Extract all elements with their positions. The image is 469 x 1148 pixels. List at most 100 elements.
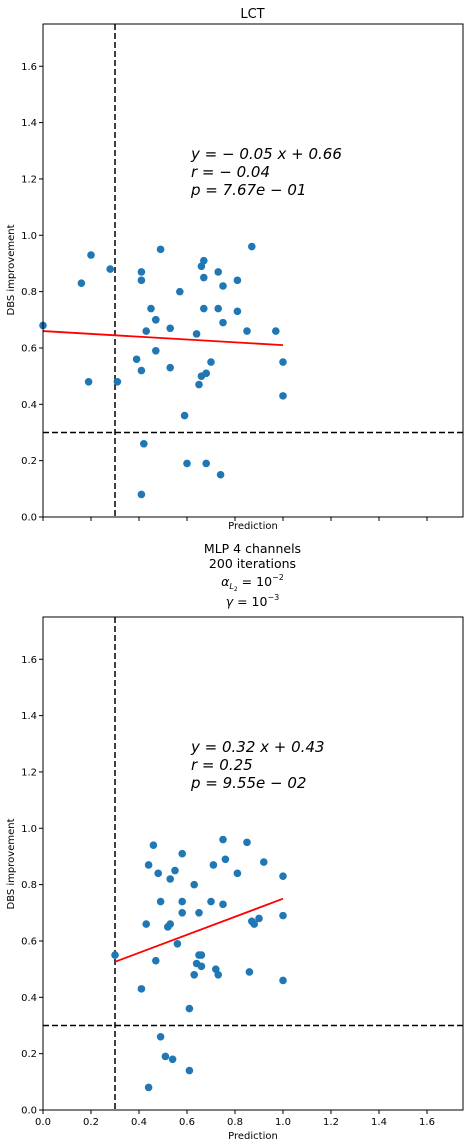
scatter-point (272, 327, 280, 335)
scatter-point (207, 358, 215, 366)
scatter-point (202, 370, 210, 378)
scatter-point (198, 951, 206, 959)
scatter-point (195, 381, 203, 389)
scatter-point (166, 364, 174, 372)
scatter-point (202, 460, 210, 468)
scatter-point (157, 898, 165, 906)
scatter-point (157, 1033, 165, 1041)
scatter-point (255, 915, 263, 923)
scatter-point (145, 1084, 153, 1092)
y-tick-label: 0.6 (21, 343, 37, 354)
scatter-point (190, 971, 198, 979)
scatter-point (152, 347, 160, 355)
x-tick-label: 0.8 (227, 1117, 243, 1128)
y-tick-label: 1.2 (21, 767, 37, 778)
scatter-point (243, 327, 251, 335)
scatter-point (234, 870, 242, 878)
scatter-point (166, 324, 174, 332)
scatter-point (138, 985, 146, 993)
scatter-point (219, 836, 227, 844)
scatter-point (140, 440, 148, 448)
y-tick-label: 0.6 (21, 936, 37, 947)
scatter-point (138, 491, 146, 499)
scatter-point (78, 279, 86, 287)
scatter-point (145, 861, 153, 869)
x-tick-label: 1.2 (323, 1117, 339, 1128)
scatter-point (243, 839, 251, 847)
chart-title-line: LCT (240, 7, 264, 22)
scatter-point (193, 330, 201, 338)
scatter-point (219, 282, 227, 290)
axes-background (43, 617, 463, 1110)
scatter-point (166, 920, 174, 928)
scatter-point (85, 378, 93, 386)
scatter-point (114, 378, 122, 386)
x-tick-label: 1.0 (275, 1117, 291, 1128)
scatter-point (183, 460, 191, 468)
scatter-point (222, 855, 230, 863)
scatter-point (246, 968, 254, 976)
scatter-point (200, 274, 208, 282)
x-tick-label: 0.2 (83, 1117, 99, 1128)
scatter-point (111, 951, 119, 959)
y-tick-label: 0.2 (21, 1049, 37, 1060)
chart-mlp: MLP 4 channels 200 iterations αL2 = 10−2… (6, 541, 463, 1142)
scatter-point (171, 867, 179, 875)
scatter-point (200, 305, 208, 313)
scatter-point (207, 898, 215, 906)
scatter-point (157, 246, 165, 254)
x-tick-label: 0.6 (179, 1117, 195, 1128)
y-tick-label: 0.8 (21, 880, 37, 891)
scatter-point (147, 305, 155, 313)
scatter-point (210, 861, 218, 869)
annotation-p: p = 9.55e − 02 (190, 774, 306, 792)
x-tick-label: 1.4 (371, 1117, 387, 1128)
scatter-point (174, 940, 182, 948)
y-tick-label: 0.4 (21, 993, 37, 1004)
y-tick-label: 1.6 (21, 655, 37, 666)
scatter-point (279, 358, 287, 366)
y-tick-label: 1.6 (21, 62, 37, 73)
scatter-point (200, 257, 208, 265)
y-axis-label: DBS improvement (6, 818, 17, 909)
scatter-point (87, 251, 95, 259)
scatter-point (186, 1067, 194, 1075)
scatter-point (142, 327, 150, 335)
scatter-point (178, 909, 186, 917)
scatter-point (248, 243, 256, 251)
scatter-point (138, 268, 146, 276)
scatter-point (142, 920, 150, 928)
scatter-point (154, 870, 162, 878)
x-tick-label: 1.6 (419, 1117, 435, 1128)
scatter-point (198, 963, 206, 971)
chart-title-line: 200 iterations (209, 556, 296, 571)
y-tick-label: 0.4 (21, 400, 37, 411)
scatter-point (178, 898, 186, 906)
scatter-point (234, 277, 242, 285)
scatter-point (152, 957, 160, 965)
y-tick-label: 1.0 (21, 231, 37, 242)
annotation-p: p = 7.67e − 01 (190, 181, 306, 199)
scatter-point (219, 319, 227, 327)
scatter-point (133, 355, 141, 363)
chart-lct: LCT 0.00.20.40.60.81.01.21.41.6 Predicti… (6, 7, 463, 532)
scatter-point (219, 901, 227, 909)
y-tick-label: 0.0 (21, 1106, 37, 1117)
scatter-point (178, 850, 186, 858)
scatter-point (279, 977, 287, 985)
axes-background (43, 24, 463, 517)
scatter-point (214, 305, 222, 313)
annotation-equation: y = 0.32 x + 0.43 (190, 738, 325, 756)
y-tick-label: 1.0 (21, 824, 37, 835)
scatter-point (260, 858, 268, 866)
scatter-point (138, 277, 146, 285)
annotation-equation: y = − 0.05 x + 0.66 (190, 145, 342, 163)
y-tick-label: 0.0 (21, 513, 37, 524)
scatter-point (176, 288, 184, 296)
scatter-point (214, 268, 222, 276)
x-axis-label: Prediction (228, 521, 278, 532)
scatter-point (150, 841, 158, 849)
scatter-point (106, 265, 114, 273)
x-tick-label: 0.0 (35, 1117, 51, 1128)
